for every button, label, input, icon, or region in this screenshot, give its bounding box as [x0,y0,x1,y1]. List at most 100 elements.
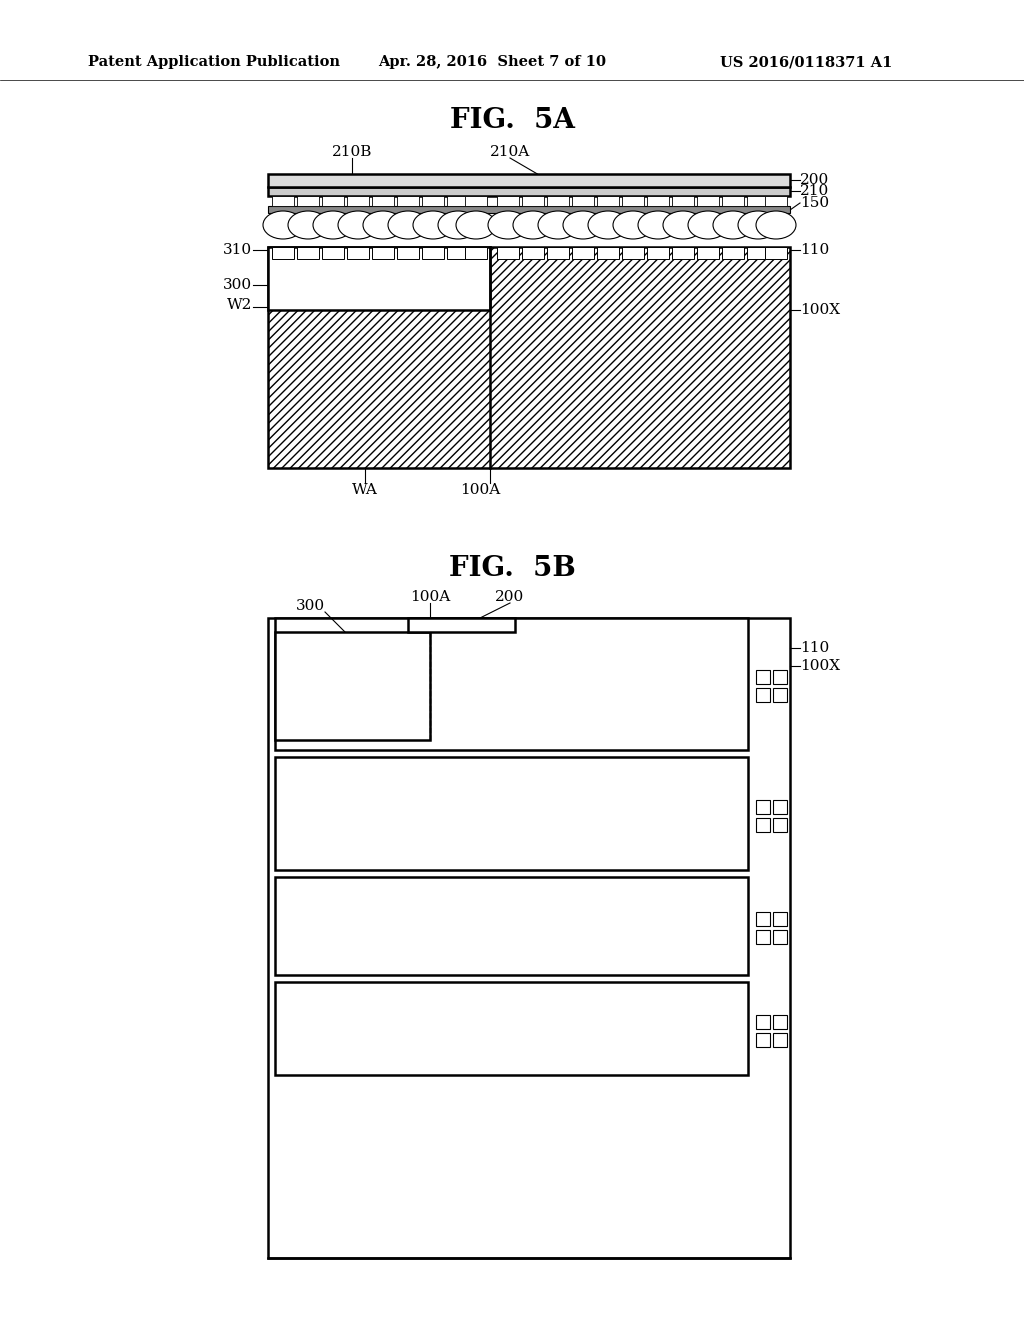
Ellipse shape [388,211,428,239]
Text: W2: W2 [226,298,252,312]
Bar [672,247,694,259]
Bar [275,618,748,750]
Ellipse shape [638,211,678,239]
Bar [572,195,594,206]
Text: 100A: 100A [460,483,500,498]
Bar [597,195,618,206]
Bar [272,195,294,206]
Ellipse shape [756,211,796,239]
Ellipse shape [563,211,603,239]
Text: 300: 300 [223,279,252,292]
Bar [268,174,790,187]
Bar [372,247,394,259]
Bar [408,618,515,632]
Bar [275,982,748,1074]
Bar [422,247,444,259]
Bar [746,195,769,206]
Bar [756,1032,770,1047]
Bar [347,247,369,259]
Bar [372,195,394,206]
Bar [268,618,790,1258]
Bar [272,247,294,259]
Text: 300: 300 [296,599,325,612]
Ellipse shape [338,211,378,239]
Ellipse shape [288,211,328,239]
Bar [268,247,490,310]
Bar [465,195,487,206]
Bar [268,206,790,213]
Ellipse shape [313,211,353,239]
Bar [622,195,644,206]
Bar [672,195,694,206]
Text: 200: 200 [496,590,524,605]
Text: 110: 110 [800,642,829,655]
Bar [347,195,369,206]
Ellipse shape [613,211,653,239]
Bar [447,195,469,206]
Bar [275,876,748,975]
Bar [746,247,769,259]
Text: WA: WA [352,483,378,498]
Text: 200: 200 [800,173,829,187]
Bar [756,1015,770,1028]
Ellipse shape [538,211,578,239]
Bar [773,1032,787,1047]
Bar [647,195,669,206]
Ellipse shape [688,211,728,239]
Text: Patent Application Publication: Patent Application Publication [88,55,340,69]
Text: Apr. 28, 2016  Sheet 7 of 10: Apr. 28, 2016 Sheet 7 of 10 [378,55,606,69]
Bar [547,195,569,206]
Bar [697,195,719,206]
Bar [773,817,787,832]
Bar [765,195,787,206]
Ellipse shape [413,211,453,239]
Text: 110: 110 [800,243,829,257]
Bar [572,247,594,259]
Ellipse shape [263,211,303,239]
Bar [275,632,430,741]
Ellipse shape [438,211,478,239]
Text: 210B: 210B [332,145,372,158]
Bar [322,247,344,259]
Text: 100X: 100X [800,659,840,673]
Bar [497,247,519,259]
Bar [756,688,770,702]
Text: 100X: 100X [800,304,840,317]
Bar [397,247,419,259]
Text: FIG.  5B: FIG. 5B [449,554,575,582]
Bar [275,756,748,870]
Bar [756,800,770,813]
Bar [497,195,519,206]
Text: 210A: 210A [489,145,530,158]
Text: FIG.  5A: FIG. 5A [450,107,574,133]
Bar [773,912,787,927]
Bar [773,671,787,684]
Text: 150: 150 [800,195,829,210]
Bar [597,247,618,259]
Ellipse shape [663,211,703,239]
Bar [756,912,770,927]
Bar [722,247,744,259]
Bar [465,247,487,259]
Bar [756,817,770,832]
Ellipse shape [713,211,753,239]
Bar [773,1015,787,1028]
Bar [773,800,787,813]
Bar [773,931,787,944]
Bar [756,671,770,684]
Bar [397,195,419,206]
Ellipse shape [488,211,528,239]
Bar [647,247,669,259]
Bar [297,195,319,206]
Bar [522,195,544,206]
Text: 100A: 100A [410,590,451,605]
Bar [622,247,644,259]
Ellipse shape [362,211,403,239]
Bar [297,247,319,259]
Bar [756,931,770,944]
Bar [765,247,787,259]
Bar [697,247,719,259]
Ellipse shape [456,211,496,239]
Ellipse shape [588,211,628,239]
Bar [422,195,444,206]
